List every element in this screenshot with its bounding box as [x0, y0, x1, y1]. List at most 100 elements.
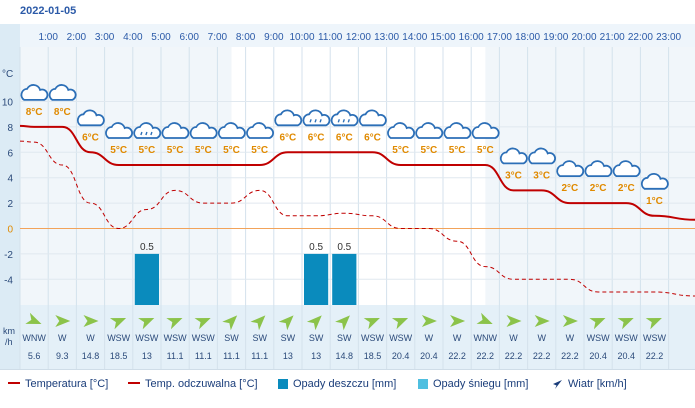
legend-feels-like: Temp. odczuwalna [°C] [128, 378, 258, 390]
feels-like-line [19, 140, 695, 297]
temperature-label: 8°C [26, 107, 43, 118]
raindrop [309, 119, 312, 123]
cloud-shape [640, 172, 669, 190]
cloud-shape [48, 84, 77, 101]
wind-arrow-icon [450, 315, 466, 327]
wind-direction: W [509, 333, 518, 343]
cloud-shape [387, 122, 415, 139]
wind-arrow-icon [562, 315, 578, 327]
legend-feels-like-label: Temp. odczuwalna [°C] [145, 378, 258, 390]
hour-label: 15:00 [430, 32, 455, 43]
wind-arrow-shape [589, 317, 606, 330]
wind-arrow-shape [450, 315, 466, 327]
wind-unit-label: /h [5, 337, 13, 347]
temperature-label: 3°C [533, 170, 550, 181]
wind-arrow-shape [138, 317, 155, 330]
cloud-rain-icon [302, 109, 331, 127]
temperature-label: 2°C [590, 183, 607, 194]
wind-arrow-icon [25, 312, 42, 325]
cloud-shape [528, 147, 556, 165]
y-tick-label: -2 [4, 250, 13, 261]
cloud-icon [471, 122, 500, 139]
wind-direction: SW [281, 333, 296, 343]
wind-speed: 20.4 [392, 351, 410, 361]
temperature-label: 6°C [336, 132, 353, 143]
cloud-shape [443, 122, 472, 139]
wind-speed: 13 [142, 351, 152, 361]
rain-value-label: 0.5 [309, 242, 323, 253]
wind-arrow-shape [306, 315, 322, 331]
y-tick-label: 6 [7, 148, 13, 159]
hour-label: 19:00 [543, 32, 568, 43]
wind-direction: WNW [22, 333, 46, 343]
hour-label: 11:00 [318, 32, 343, 43]
hour-label: 5:00 [151, 32, 171, 43]
hour-label: 22:00 [628, 32, 653, 43]
weather-chart: 10 8 6 4 2 0 -2 -4 °C 1:00 2:00 3:00 4:00 5:00 6:00 7:0… [0, 24, 695, 369]
hour-label: 18:00 [515, 32, 540, 43]
wind-direction: WSW [615, 333, 638, 343]
rain-value-label: 0.5 [337, 242, 351, 253]
wind-arrow-icon [553, 379, 562, 389]
cloud-shape [20, 84, 49, 101]
temperature-label: 6°C [364, 132, 381, 143]
wind-speed: 22.2 [505, 351, 523, 361]
cloud-rain-icon [330, 109, 359, 127]
feels-like-line-swatch [128, 382, 140, 385]
wind-direction: WNW [474, 333, 498, 343]
hour-label: 3:00 [95, 32, 115, 43]
wind-arrow-icon [506, 315, 522, 327]
wind-direction: W [425, 333, 434, 343]
wind-arrow-shape [363, 317, 380, 330]
cloud-shape [161, 122, 190, 139]
wind-direction: WSW [389, 333, 412, 343]
legend-temperature: Temperatura [°C] [8, 378, 108, 390]
cloud-shape [274, 109, 303, 127]
wind-speed: 22.2 [477, 351, 495, 361]
wind-arrow-shape [109, 317, 127, 330]
wind-direction: WSW [135, 333, 158, 343]
cloud-shape [217, 122, 246, 139]
temperature-label: 5°C [139, 145, 156, 156]
cloud-icon [48, 84, 77, 101]
hour-label: 2:00 [67, 32, 87, 43]
cloud-icon [105, 122, 133, 139]
cloud-shape [246, 122, 274, 139]
cloud-icon [584, 160, 613, 178]
wind-arrow-icon [645, 317, 662, 330]
cloud-icon [528, 147, 556, 165]
hour-label: 13:00 [374, 32, 399, 43]
temperature-line-swatch [8, 382, 20, 385]
temperature-line [19, 124, 695, 221]
raindrop [140, 131, 143, 136]
wind-arrow-shape [222, 315, 238, 331]
wind-direction: WSW [361, 333, 384, 343]
wind-arrow-icon [55, 315, 71, 327]
cloud-shape [189, 122, 218, 139]
wind-speed: 5.6 [28, 351, 41, 361]
cloud-icon [20, 84, 49, 101]
y-tick-label: 0 [7, 225, 13, 236]
raindrop [319, 119, 322, 123]
wind-speed: 18.5 [364, 351, 382, 361]
wind-direction: WSW [164, 333, 187, 343]
wind-speed: 13 [283, 351, 293, 361]
cloud-icon [415, 122, 444, 139]
wind-arrow-shape [506, 315, 522, 327]
wind-arrow-shape [83, 315, 99, 327]
wind-speed: 14.8 [82, 351, 100, 361]
wind-arrow-icon [278, 315, 294, 331]
legend-wind-label: Wiatr [km/h] [568, 378, 627, 390]
temperature-label: 5°C [167, 145, 184, 156]
hour-label: 6:00 [179, 32, 199, 43]
cloud-shape [584, 160, 613, 178]
rain-value-label: 0.5 [140, 242, 154, 253]
wind-arrow-shape [25, 312, 42, 325]
hour-label: 12:00 [346, 32, 371, 43]
legend-temperature-label: Temperatura [°C] [25, 378, 109, 390]
hour-label: 8:00 [236, 32, 256, 43]
wind-direction: W [58, 333, 67, 343]
wind-arrow-icon [138, 317, 155, 330]
wind-arrow-shape [391, 317, 409, 330]
y-unit-label: °C [2, 69, 13, 80]
